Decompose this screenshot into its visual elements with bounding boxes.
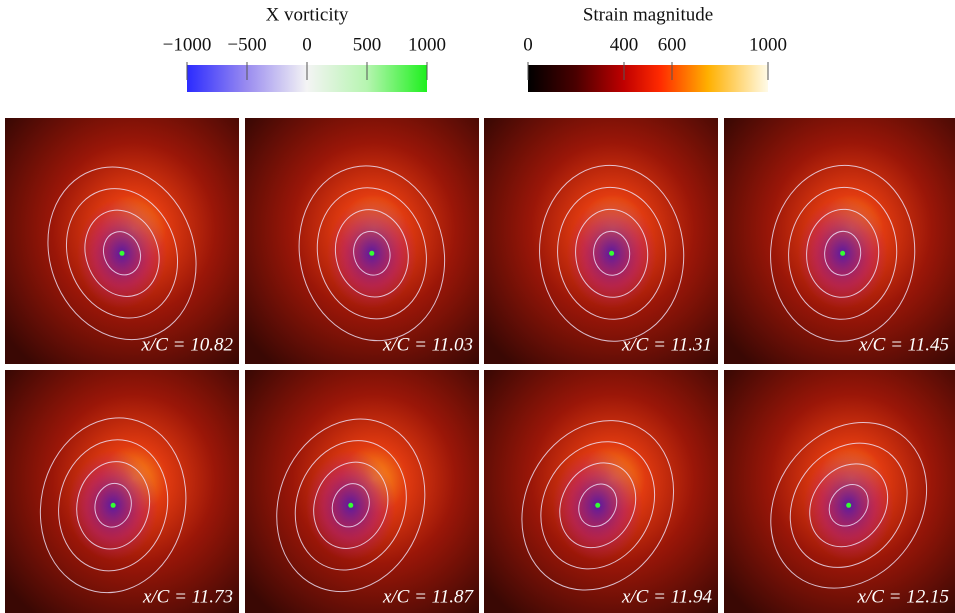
panel-label: x/C = 12.15 — [857, 586, 949, 607]
tick-label: 0 — [302, 34, 312, 55]
contour — [76, 461, 151, 550]
contour — [540, 441, 656, 570]
contour — [313, 461, 389, 549]
contour — [316, 187, 427, 320]
contour — [84, 209, 160, 297]
tick-label: −1000 — [163, 34, 212, 55]
panel: x/C = 10.82 — [5, 118, 239, 364]
tick-label: 600 — [658, 34, 687, 55]
contour — [824, 230, 862, 276]
contour — [828, 484, 869, 527]
panel: x/C = 11.73 — [5, 370, 239, 613]
panel: x/C = 11.87 — [245, 370, 479, 613]
vortex-center — [369, 250, 375, 256]
panel: x/C = 11.31 — [484, 118, 718, 364]
tick-label: 1000 — [408, 34, 446, 55]
contour — [58, 439, 169, 572]
contour — [353, 230, 391, 276]
contour — [770, 421, 928, 589]
contour — [298, 165, 446, 342]
panel: x/C = 11.45 — [724, 118, 955, 364]
vortex-center — [110, 502, 116, 508]
contour — [334, 209, 409, 298]
contour — [539, 164, 685, 342]
vortex-center — [595, 502, 601, 508]
contour — [102, 231, 142, 276]
tick-label: −500 — [227, 34, 266, 55]
vortex-center — [348, 502, 354, 508]
vortex-center — [609, 250, 615, 256]
contour — [294, 440, 407, 571]
contour — [557, 186, 667, 320]
contour — [770, 164, 916, 342]
panel-label: x/C = 11.45 — [858, 334, 949, 355]
contour — [47, 166, 197, 341]
vortex-center — [846, 502, 852, 508]
vortex-center — [840, 250, 846, 256]
tick-label: 500 — [353, 34, 382, 55]
contour — [559, 462, 637, 549]
tick-label: 1000 — [749, 34, 787, 55]
strain-colorbar — [528, 65, 768, 92]
panel-label: x/C = 10.82 — [141, 334, 234, 355]
panel-label: x/C = 11.73 — [142, 586, 233, 607]
contour — [331, 483, 370, 528]
panel-label: x/C = 11.94 — [621, 586, 713, 607]
panel-label: x/C = 11.31 — [621, 334, 712, 355]
contour — [806, 208, 880, 298]
contour — [276, 418, 426, 593]
contour — [809, 463, 889, 548]
panel-label: x/C = 11.87 — [382, 586, 475, 607]
panel: x/C = 12.15 — [724, 370, 955, 613]
contour — [578, 483, 618, 527]
contour — [593, 230, 631, 276]
panel: x/C = 11.94 — [484, 370, 718, 613]
contour — [94, 482, 132, 528]
contour — [65, 188, 179, 319]
panel: x/C = 11.03 — [245, 118, 479, 364]
vortex-center — [119, 250, 125, 256]
colorbar-title: Strain magnitude — [583, 4, 713, 25]
contour — [521, 420, 675, 591]
contour — [39, 417, 187, 594]
contour — [788, 186, 898, 320]
contour — [575, 208, 649, 298]
panel-label: x/C = 11.03 — [382, 334, 473, 355]
tick-label: 0 — [523, 34, 533, 55]
contour — [789, 442, 908, 568]
tick-label: 400 — [610, 34, 639, 55]
colorbar-title: X vorticity — [266, 4, 349, 25]
